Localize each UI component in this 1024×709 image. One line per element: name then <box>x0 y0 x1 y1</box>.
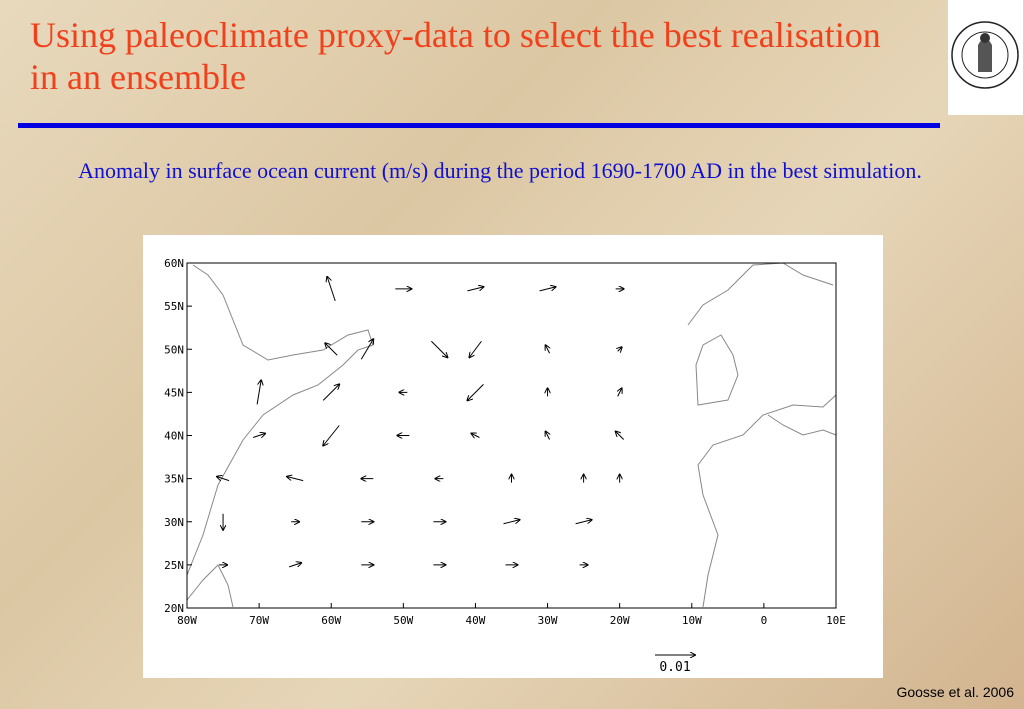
current-vector <box>618 347 622 351</box>
current-vector <box>252 434 265 438</box>
y-tick-label: 35N <box>164 473 184 486</box>
current-vector <box>289 563 301 568</box>
y-tick-label: 60N <box>164 257 184 270</box>
current-vector <box>467 384 484 400</box>
current-vector <box>618 388 622 397</box>
y-tick-label: 20N <box>164 602 184 615</box>
current-vector <box>616 432 625 440</box>
current-vector <box>256 380 261 405</box>
scale-label: 0.01 <box>659 660 690 675</box>
current-vector <box>323 425 340 446</box>
x-tick-label: 60W <box>321 614 341 627</box>
current-vector <box>360 339 373 360</box>
current-vector <box>539 287 556 292</box>
x-tick-label: 10W <box>682 614 702 627</box>
current-vector <box>503 520 520 525</box>
current-vector <box>322 384 339 401</box>
current-vector <box>325 343 338 356</box>
x-tick-label: 80W <box>177 614 197 627</box>
y-tick-label: 45N <box>164 386 184 399</box>
current-vector <box>575 520 592 525</box>
plot-frame <box>186 262 837 609</box>
x-tick-label: 20W <box>610 614 630 627</box>
x-tick-label: 50W <box>393 614 413 627</box>
x-tick-label: 10E <box>826 614 846 627</box>
y-tick-label: 50N <box>164 343 184 356</box>
y-tick-label: 40N <box>164 430 184 443</box>
y-tick-label: 30N <box>164 516 184 529</box>
current-vector <box>287 477 304 482</box>
map: 80W 70W 60W 50W 40W 30W 20W 10W 0 10E 20N 25N 30N 35N… <box>143 235 883 678</box>
title-rule <box>18 123 940 128</box>
y-tick-label: 55N <box>164 300 184 313</box>
current-vector <box>546 345 550 354</box>
caption: Anomaly in surface ocean current (m/s) d… <box>78 158 922 183</box>
coastline <box>186 262 837 608</box>
x-tick-label: 30W <box>538 614 558 627</box>
title: Using paleoclimate proxy-data to select … <box>30 15 881 97</box>
current-vector <box>469 340 482 357</box>
x-tick-label: 70W <box>249 614 269 627</box>
current-vector <box>471 434 480 438</box>
current-vector <box>327 277 336 302</box>
credit: Goosse et al. 2006 <box>896 684 1014 700</box>
current-vector <box>431 340 447 357</box>
logo <box>948 0 1023 115</box>
x-tick-label: 40W <box>466 614 486 627</box>
x-tick-label: 0 <box>761 614 768 627</box>
y-tick-label: 25N <box>164 559 184 572</box>
current-vector <box>546 432 550 440</box>
current-vector <box>467 287 483 292</box>
current-vector <box>217 477 230 482</box>
